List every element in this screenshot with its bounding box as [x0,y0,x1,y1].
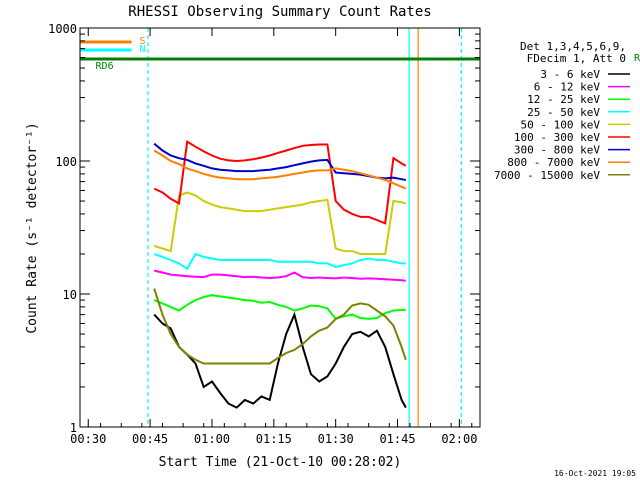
legend-label: 12 - 25 keV [527,93,600,106]
legend-header-2: FDecim 1, Att 0 [527,52,626,65]
series-line-25-50-kev [153,252,406,271]
legend-label: 6 - 12 keV [534,81,601,94]
x-axis-label: Start Time (21-Oct-10 00:28:02) [159,455,402,470]
attenuator-bars: SN RD0 RD6 [80,36,640,72]
chart-title: RHESSI Observing Summary Count Rates [128,4,431,20]
series-line-3-6-kev [153,311,407,409]
x-tick-label: 01:15 [256,432,292,446]
bar-label-s: S [140,36,146,47]
legend-label: 7000 - 15000 keV [494,169,600,182]
x-tick-label: 02:00 [441,432,477,446]
x-tick-label: 01:30 [318,432,354,446]
footer-timestamp: 16-Oct-2021 19:05 [554,469,636,478]
x-tick-label: 00:30 [70,432,106,446]
x-tick-label: 01:00 [194,432,230,446]
y-tick-label: 1000 [48,22,77,36]
markers-layer [147,28,463,427]
x-tick-label: 01:45 [379,432,415,446]
legend-label: 3 - 6 keV [540,68,600,81]
bar-label-n: N [140,44,146,55]
legend-label: 100 - 300 keV [514,131,600,144]
series-line-12-25-kev [153,294,406,321]
legend-label: 300 - 800 keV [514,144,600,157]
bar-label-rd6: RD6 [96,61,114,72]
legend: Det 1,3,4,5,6,9,FDecim 1, Att 0 3 - 6 keV… [494,40,630,182]
legend-label: 50 - 100 keV [521,118,601,131]
series-line-7000-15000-kev [153,288,407,365]
x-tick-label: 00:45 [132,432,168,446]
plot-frame [79,27,481,428]
legend-header-1: Det 1,3,4,5,6,9, [520,40,626,53]
series-line-100-300-kev [153,139,407,225]
axes: 00:30 00:45 01:00 01:15 01:30 01:45 02:00 1 10 10… [48,22,481,446]
series-line-50-100-kev [153,191,407,255]
series-line-6-12-kev [153,269,406,282]
series-line-800-7000-kev [153,149,407,190]
y-axis-label: Count Rate (s⁻¹ detector⁻¹) [25,122,40,333]
series-layer [153,139,407,409]
y-tick-label: 100 [55,155,77,169]
bar-label-rd0: RD0 [634,53,640,64]
y-tick-label: 1 [70,421,77,435]
legend-label: 800 - 7000 keV [507,156,600,169]
y-tick-label: 10 [63,288,77,302]
legend-label: 25 - 50 keV [527,106,600,119]
